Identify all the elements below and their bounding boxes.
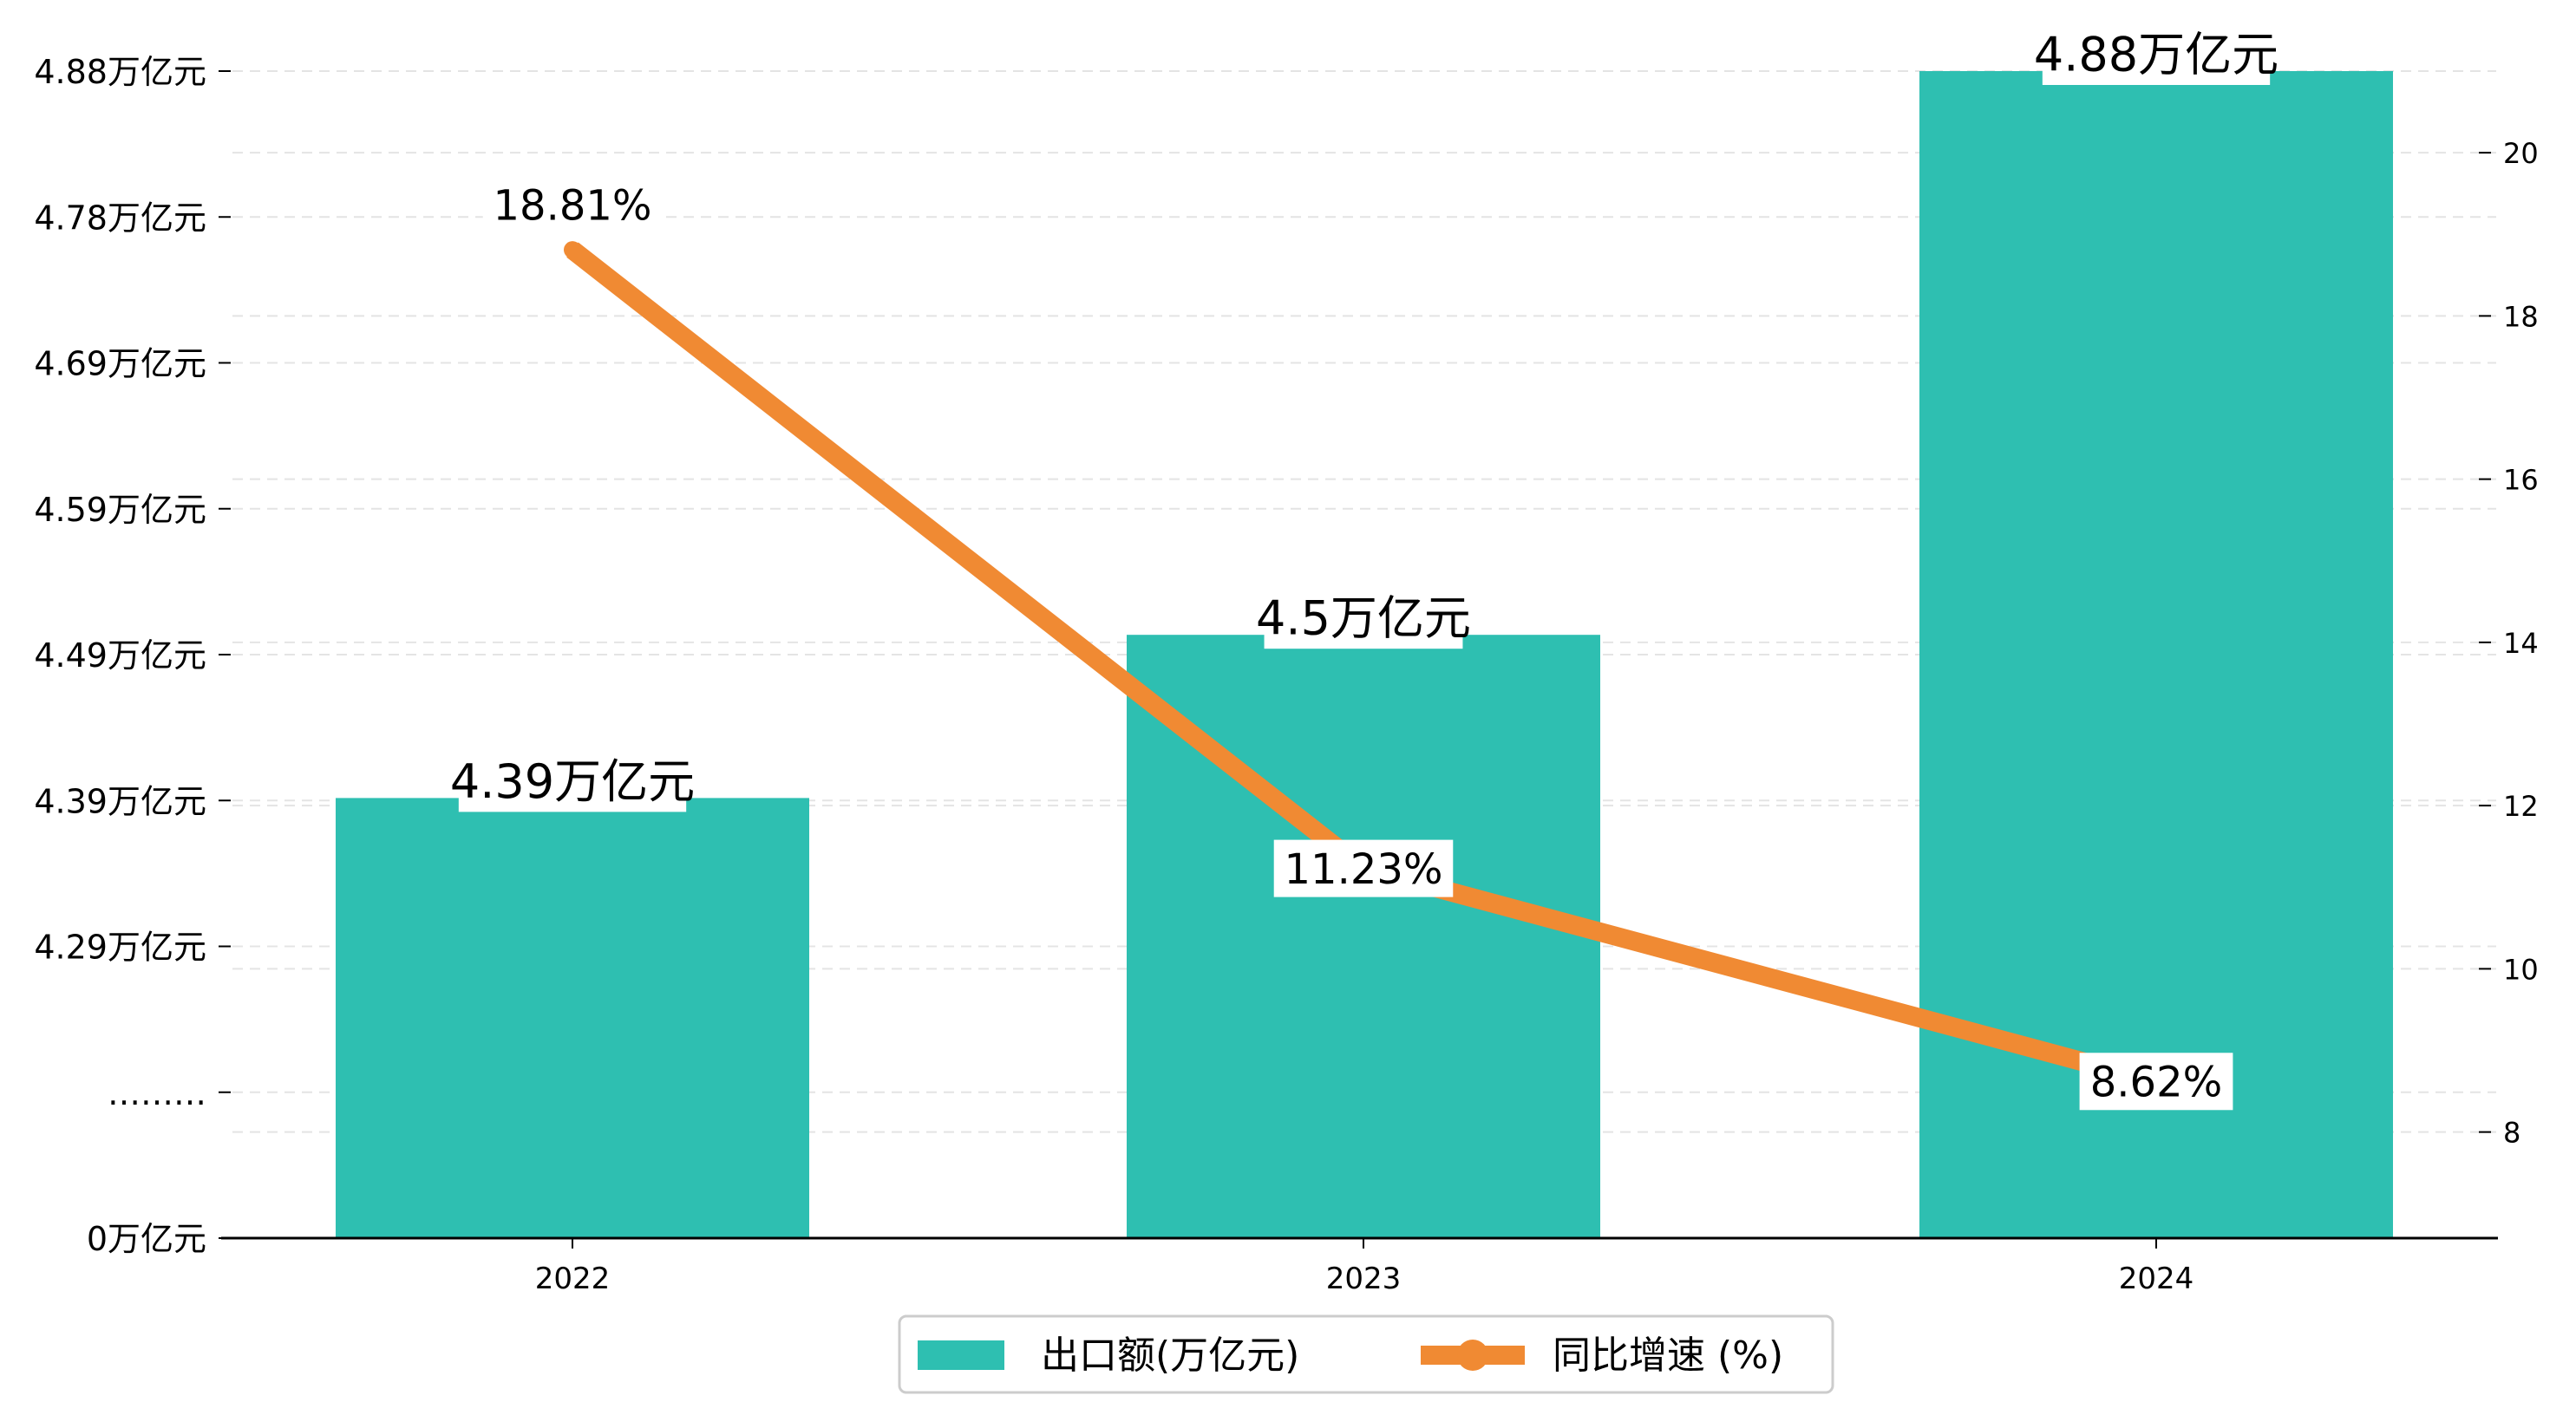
bar-series: [336, 71, 2393, 1238]
bar-value-label-box: [458, 749, 687, 812]
growth-value-label-box: [1273, 839, 1454, 897]
y-right-tick-label: 18: [2503, 300, 2539, 333]
y-right-tick-label: 12: [2503, 790, 2539, 823]
y-left-tick-label: 4.69万亿元: [34, 345, 206, 383]
bar: [336, 798, 809, 1238]
axes: 2022 2023 2024 0万亿元 ……… 4.29万亿元 4.39万亿元 4.49万亿元…: [34, 53, 2538, 1296]
bar-value-label: 4.5万亿元: [1256, 591, 1471, 646]
growth-value-label-box: [2079, 1053, 2233, 1111]
y-right-tick-label: 14: [2503, 627, 2539, 660]
growth-value-label-box: [482, 176, 663, 234]
bar-value-label-box: [1264, 586, 1463, 649]
bar: [1127, 635, 1600, 1238]
growth-value-label: 11.23%: [1284, 845, 1442, 894]
y-left-tick-label: 0万亿元: [87, 1220, 206, 1258]
y-left-tick-label: 4.88万亿元: [34, 53, 206, 91]
data-labels: 4.39万亿元 4.5万亿元 4.88万亿元 18.81% 11.23% 8.62%: [450, 23, 2279, 1111]
y-left-tick-label: 4.59万亿元: [34, 491, 206, 529]
legend-box: [898, 1314, 1834, 1394]
y-left-tick-label: 4.78万亿元: [34, 199, 206, 237]
y-left-tick-label: 4.29万亿元: [34, 929, 206, 967]
growth-value-label: 18.81%: [493, 181, 651, 230]
legend-line-marker: [1457, 1340, 1488, 1371]
y-left-tick-label: 4.49万亿元: [34, 636, 206, 675]
y-right-tick-label: 20: [2503, 137, 2539, 170]
growth-point: [564, 241, 581, 259]
y-right-tick-label: 16: [2503, 464, 2539, 497]
growth-value-label: 8.62%: [2090, 1059, 2222, 1107]
x-tick-label: 2024: [2119, 1262, 2194, 1296]
legend: 出口额(万亿元) 同比增速 (%): [898, 1314, 1834, 1394]
y-right-tick-label: 10: [2503, 953, 2539, 986]
bar-value-label: 4.39万亿元: [450, 754, 695, 809]
legend-bar-label: 出口额(万亿元): [1041, 1333, 1299, 1378]
bar-value-label: 4.88万亿元: [2034, 27, 2279, 82]
y-left-tick-label: 4.39万亿元: [34, 782, 206, 820]
x-tick-label: 2022: [535, 1262, 611, 1296]
legend-bar-swatch: [918, 1340, 1004, 1370]
x-tick-label: 2023: [1326, 1262, 1402, 1296]
y-left-tick-label: ………: [108, 1074, 206, 1112]
legend-line-label: 同比增速 (%): [1553, 1333, 1783, 1378]
bar-value-label-box: [2042, 23, 2271, 85]
y-right-tick-label: 8: [2503, 1117, 2520, 1150]
